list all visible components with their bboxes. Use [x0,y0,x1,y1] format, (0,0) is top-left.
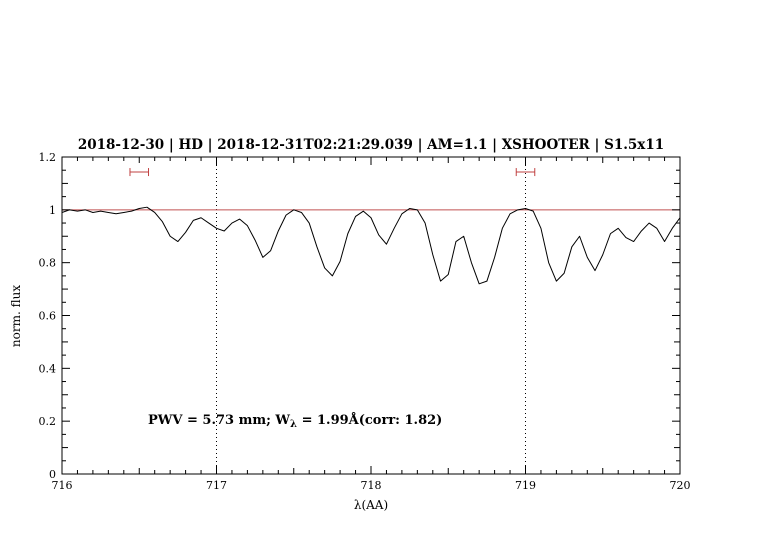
plot-border [61,156,681,475]
y-tick-label: 0.2 [39,415,57,428]
x-tick-label: 719 [515,479,536,492]
axes-ticks [61,156,681,475]
plot-title: 2018-12-30 | HD | 2018-12-31T02:21:29.03… [78,137,664,153]
x-tick-label: 720 [670,479,691,492]
y-tick-label: 0.6 [39,310,57,323]
pwv-range-markers [129,168,536,177]
y-tick-label: 1 [49,204,56,217]
x-tick-label: 718 [361,479,382,492]
spectrum-line [61,206,681,285]
y-axis-label: norm. flux [9,285,23,347]
y-tick-label: 0 [49,468,56,481]
y-tick-label: 0.8 [39,257,57,270]
y-tick-label: 0.4 [39,362,57,375]
pwv-annotation: PWV = 5.73 mm; Wλ = 1.99Å(corr: 1.82) [148,412,442,430]
x-tick-label: 717 [206,479,227,492]
y-tick-labels: 0 0.2 0.4 0.6 0.8 1 1.2 [39,151,57,481]
x-tick-label: 716 [52,479,73,492]
x-tick-labels: 716 717 718 719 720 [52,479,691,492]
x-axis-label: λ(AA) [354,498,388,512]
y-tick-label: 1.2 [39,151,57,164]
